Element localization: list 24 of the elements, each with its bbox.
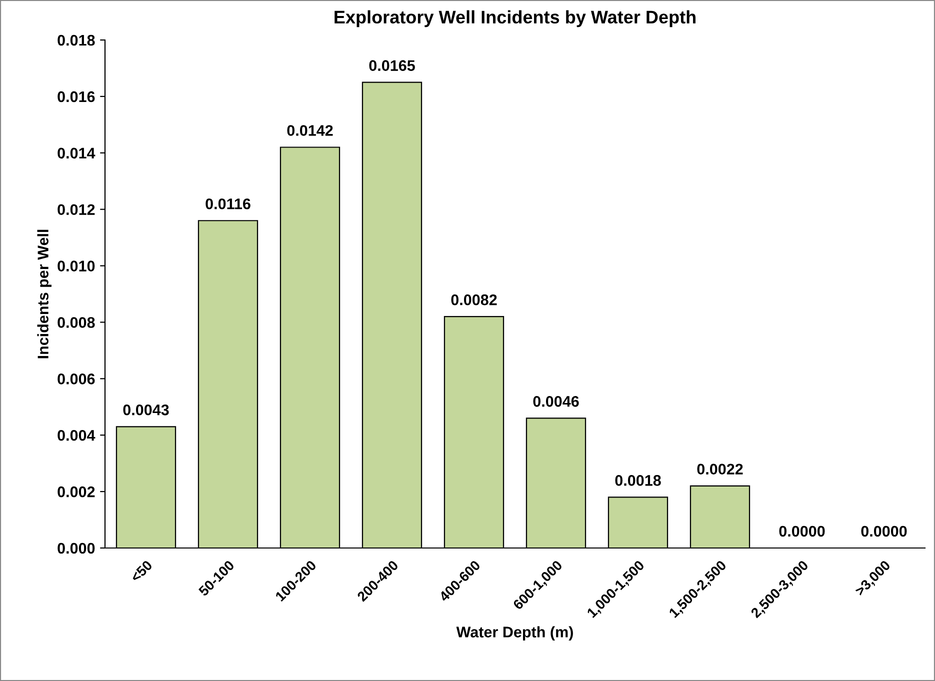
y-tick-label: 0.018 <box>58 34 95 46</box>
y-axis-title: Incidents per Well <box>37 230 52 358</box>
data-label: 0.0165 <box>369 60 415 71</box>
data-label: 0.0116 <box>206 198 250 210</box>
chart-title: Exploratory Well Incidents by Water Depth <box>334 10 696 28</box>
y-tick-label: 0.004 <box>58 430 96 441</box>
data-label: 0.0022 <box>697 464 743 475</box>
x-tick-label: <50 <box>130 560 153 583</box>
y-tick-label: 0.002 <box>58 486 95 498</box>
y-tick-label: 0.008 <box>58 317 95 328</box>
y-tick-label: 0.014 <box>58 148 96 159</box>
y-tick-label: 0.010 <box>58 260 95 272</box>
x-axis-title: Water Depth (m) <box>456 626 573 640</box>
y-tick-label: 0.012 <box>58 204 95 216</box>
data-label: 0.0043 <box>123 404 169 416</box>
y-tick-label: 0.006 <box>58 374 95 384</box>
data-label: 0.0142 <box>287 125 333 136</box>
data-label: 0.0000 <box>779 526 825 537</box>
data-label: 0.0046 <box>533 396 579 407</box>
data-label: 0.0082 <box>451 294 497 306</box>
y-tick-label: 0.016 <box>58 91 95 102</box>
y-tick-label: 0.000 <box>58 542 95 554</box>
data-label: 0.0018 <box>615 475 661 486</box>
data-label: 0.0000 <box>861 526 907 537</box>
